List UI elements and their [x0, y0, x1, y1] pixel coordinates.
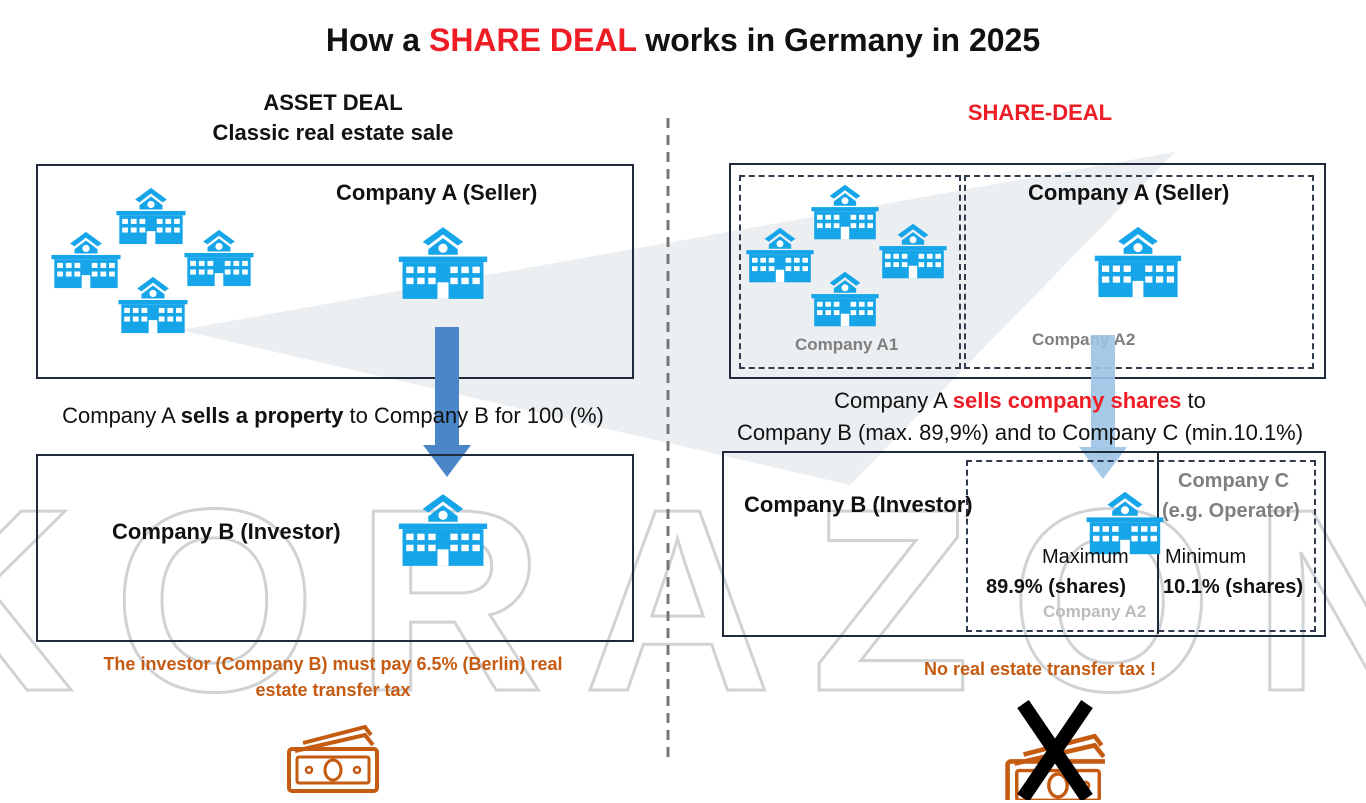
title-post: works in Germany in 2025	[636, 22, 1041, 58]
max-value: 89.9% (shares)	[986, 576, 1127, 598]
asset-seller-label: Company A (Seller)	[336, 180, 538, 205]
building-icon	[810, 183, 880, 241]
building-icon	[50, 230, 122, 290]
asset-heading-line2: Classic real estate sale	[212, 120, 454, 145]
no-tax-text: No real estate transfer tax !	[923, 659, 1157, 679]
asset-sell-text: Company A sells a property to Company B …	[8, 403, 658, 429]
share-sell-line2: Company B (max. 89,9%) and to Company C …	[736, 420, 1304, 445]
building-icon	[397, 225, 489, 301]
money-crossed-icon	[995, 700, 1105, 800]
building-icon	[117, 275, 189, 335]
min-value: 10.1% (shares)	[1163, 576, 1304, 598]
share-sell-post: to	[1181, 388, 1206, 413]
center-divider	[666, 118, 670, 758]
down-arrow	[1079, 335, 1127, 479]
asset-sell-bold: sells a property	[180, 403, 344, 428]
building-icon	[810, 270, 880, 328]
building-icon	[183, 228, 255, 288]
share-sell-bold: sells company shares	[952, 388, 1182, 413]
company-a2-box	[964, 175, 1314, 369]
asset-investor-label: Company B (Investor)	[112, 519, 341, 544]
share-seller-label: Company A (Seller)	[1028, 180, 1230, 205]
down-arrow	[423, 327, 471, 477]
company-a1-label: Company A1	[795, 335, 899, 354]
asset-heading-line1: ASSET DEAL	[263, 90, 403, 115]
share-sell-pre: Company A	[834, 388, 953, 413]
asset-tax-line1: The investor (Company B) must pay 6.5% (…	[103, 654, 563, 674]
maximum-label: Maximum	[1042, 546, 1129, 568]
share-seller-box	[729, 163, 1326, 379]
building-icon	[115, 186, 187, 246]
building-icon	[1093, 225, 1183, 299]
asset-tax-text: The investor (Company B) must pay 6.5% (…	[20, 651, 646, 703]
asset-tax-line2: estate transfer tax	[255, 680, 411, 700]
company-a2-ghost-label: Company A2	[1043, 602, 1147, 621]
company-a1-box	[739, 175, 961, 369]
asset-deal-heading: ASSET DEAL Classic real estate sale	[133, 90, 533, 146]
title-pre: How a	[325, 22, 429, 58]
building-icon	[878, 222, 948, 280]
money-icon	[285, 725, 381, 795]
page-title: How a SHARE DEAL works in Germany in 202…	[0, 22, 1366, 59]
company-a2-shares-box	[966, 460, 1316, 632]
minimum-label: Minimum	[1165, 546, 1247, 568]
asset-investor-box	[36, 454, 634, 642]
operator-label: (e.g. Operator)	[1162, 500, 1300, 522]
asset-sell-pre: Company A	[62, 403, 181, 428]
share-sell-text: Company A sells company shares to Compan…	[680, 385, 1360, 449]
share-investor-box	[722, 451, 1326, 637]
share-sell-line1: Company A sells company shares to	[680, 385, 1360, 417]
asset-seller-box	[36, 164, 634, 379]
building-icon	[397, 492, 489, 568]
company-c-label: Company C	[1178, 470, 1290, 492]
asset-sell-post: to Company B for 100 (%)	[343, 403, 604, 428]
building-icon	[745, 226, 815, 284]
share-investor-label: Company B (Investor)	[744, 492, 973, 517]
title-highlight: SHARE DEAL	[428, 22, 637, 58]
share-deal-heading: SHARE-DEAL	[967, 100, 1113, 125]
